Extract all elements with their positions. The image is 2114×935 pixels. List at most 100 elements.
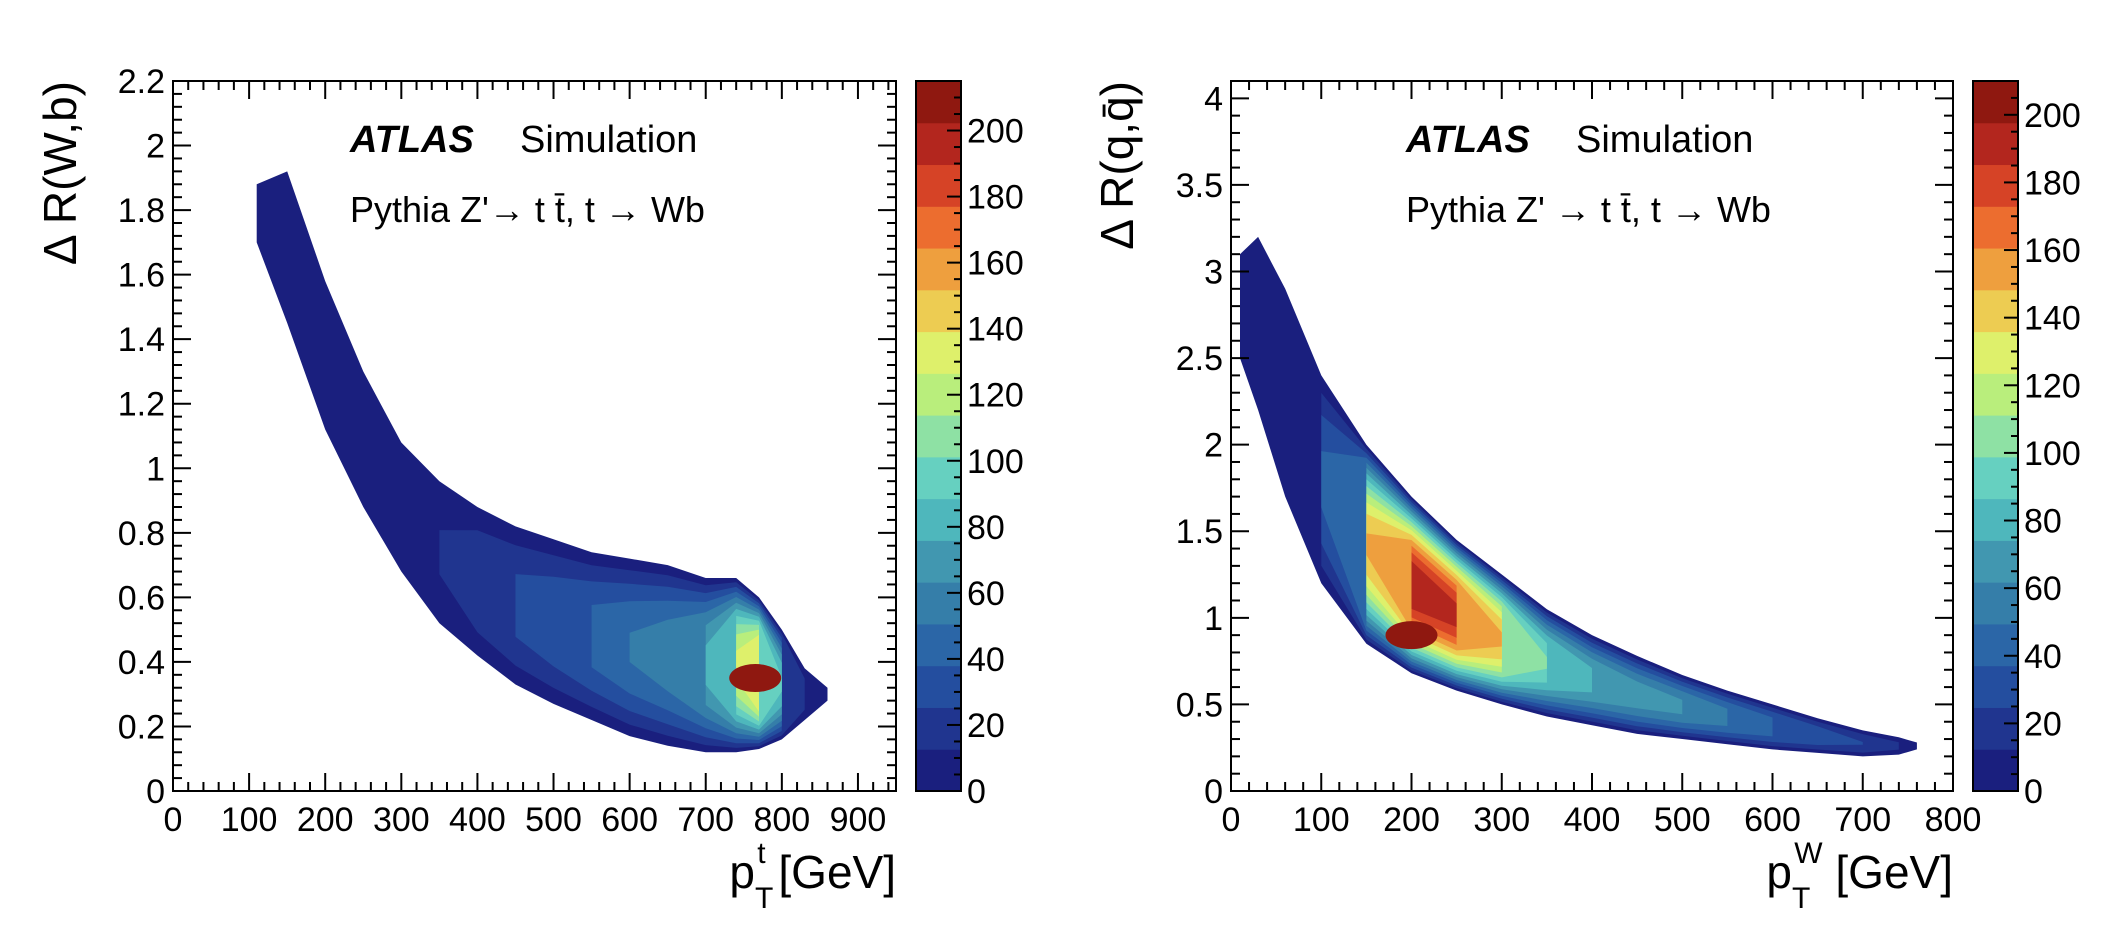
colorbar-swatch bbox=[916, 206, 961, 249]
colorbar-swatch bbox=[1973, 749, 2018, 792]
x-tick-label: 200 bbox=[297, 801, 354, 839]
colorbar-tick-label: 20 bbox=[2024, 705, 2062, 743]
y-tick-label: 2.5 bbox=[1176, 340, 1223, 378]
colorbar-tick-label: 120 bbox=[2024, 367, 2081, 405]
colorbar-swatch bbox=[1973, 707, 2018, 750]
colorbar-tick-label: 80 bbox=[2024, 503, 2062, 541]
colorbar-tick-label: 200 bbox=[967, 113, 1024, 151]
y-tick-label: 0 bbox=[1204, 773, 1223, 811]
process-label-left: Pythia Z'→ t t̄, t → Wb bbox=[350, 189, 705, 230]
y-tick-label: 1.6 bbox=[118, 257, 165, 295]
colorbar-swatch bbox=[1973, 415, 2018, 458]
x-tick-label: 200 bbox=[1383, 801, 1440, 839]
x-tick-label: 400 bbox=[1564, 801, 1621, 839]
colorbar-tick-label: 140 bbox=[967, 311, 1024, 349]
y-tick-label: 0.5 bbox=[1176, 686, 1223, 724]
colorbar-tick-label: 100 bbox=[967, 443, 1024, 481]
colorbar-swatch bbox=[916, 415, 961, 458]
colorbar-swatch bbox=[1973, 248, 2018, 291]
colorbar-tick-label: 160 bbox=[967, 245, 1024, 283]
x-axis-title-main-left: p bbox=[729, 846, 755, 898]
x-axis-title-sub-left: T bbox=[755, 882, 773, 915]
x-axis-title-main-right: p bbox=[1766, 846, 1792, 898]
colorbar-right: 0 20 40 60 80 100 120 140 160 180 200 bbox=[1972, 80, 2081, 811]
colorbar-tick-label: 200 bbox=[2024, 97, 2081, 135]
y-tick-label: 2 bbox=[1204, 427, 1223, 465]
colorbar-tick-label: 60 bbox=[967, 575, 1005, 613]
x-axis-ticks-right: 0 100 200 300 400 500 600 700 800 bbox=[1222, 81, 1982, 839]
colorbar-swatch bbox=[916, 81, 961, 124]
colorbar-swatch bbox=[1973, 122, 2018, 166]
y-tick-label: 0.4 bbox=[118, 644, 165, 682]
colorbar-swatch bbox=[916, 582, 961, 625]
contour-level-15 bbox=[1411, 561, 1457, 628]
colorbar-swatch bbox=[916, 122, 961, 166]
x-tick-label: 300 bbox=[1473, 801, 1530, 839]
x-tick-label: 700 bbox=[677, 801, 734, 839]
colorbar-swatch bbox=[1973, 540, 2018, 583]
x-tick-label: 800 bbox=[753, 801, 810, 839]
colorbar-tick-label: 180 bbox=[2024, 164, 2081, 202]
x-tick-label: 0 bbox=[164, 801, 183, 839]
colorbar-tick-label: 20 bbox=[967, 707, 1005, 745]
peak-marker bbox=[729, 664, 782, 693]
colorbar-tick-label: 100 bbox=[2024, 435, 2081, 473]
y-tick-label: 0 bbox=[146, 773, 165, 811]
x-axis-title-sub-right: T bbox=[1792, 882, 1810, 915]
colorbar-swatch bbox=[916, 749, 961, 792]
x-tick-label: 500 bbox=[1654, 801, 1711, 839]
x-axis-title-sup-left: t bbox=[757, 837, 766, 870]
heatmap-left bbox=[256, 171, 828, 753]
colorbar-swatch bbox=[1973, 206, 2018, 249]
colorbar-swatch bbox=[1973, 164, 2018, 207]
colorbar-tick-label: 180 bbox=[967, 179, 1024, 217]
y-tick-label: 1.8 bbox=[118, 192, 165, 230]
colorbar-swatch bbox=[916, 248, 961, 291]
x-axis-ticks-left: 0 100 200 300 400 500 600 700 800 900 bbox=[164, 81, 890, 839]
colorbar-swatch bbox=[1973, 81, 2018, 124]
colorbar-swatch bbox=[1973, 456, 2018, 500]
colorbar-tick-label: 140 bbox=[2024, 300, 2081, 338]
colorbar-left: 0 20 40 60 80 100 120 140 160 180 200 bbox=[915, 80, 1024, 811]
colorbar-swatch bbox=[916, 164, 961, 207]
y-tick-label: 1 bbox=[1204, 600, 1223, 638]
colorbar-swatch bbox=[1973, 373, 2018, 416]
x-axis-title-unit-right: [GeV] bbox=[1823, 846, 1953, 898]
plot-frame-left bbox=[172, 80, 897, 792]
y-tick-label: 1.2 bbox=[118, 386, 165, 424]
colorbar-swatch bbox=[916, 456, 961, 500]
colorbar-swatch bbox=[916, 665, 961, 708]
status-label-right: Simulation bbox=[1576, 119, 1753, 161]
x-tick-label: 800 bbox=[1925, 801, 1982, 839]
panel-left: 0 100 200 300 400 500 600 700 800 900 00.20.40.60… bbox=[34, 63, 1024, 915]
experiment-label-left: ATLAS bbox=[349, 119, 474, 161]
peak-marker bbox=[1385, 621, 1438, 650]
colorbar-swatch bbox=[1973, 582, 2018, 625]
colorbar-swatch bbox=[1973, 623, 2018, 667]
colorbar-tick-label: 0 bbox=[2024, 773, 2043, 811]
colorbar-swatch bbox=[1973, 665, 2018, 708]
colorbar-tick-label: 80 bbox=[967, 509, 1005, 547]
y-tick-label: 3.5 bbox=[1176, 167, 1223, 205]
y-tick-label: 1.5 bbox=[1176, 513, 1223, 551]
colorbar-swatch bbox=[916, 289, 961, 333]
x-tick-label: 300 bbox=[373, 801, 430, 839]
y-tick-label: 1.4 bbox=[118, 321, 165, 359]
x-tick-label: 500 bbox=[525, 801, 582, 839]
x-tick-label: 400 bbox=[449, 801, 506, 839]
x-tick-label: 900 bbox=[830, 801, 887, 839]
y-axis-title-right: Δ R(q,q̄) bbox=[1091, 81, 1143, 250]
y-axis-ticks-right: 0 0.5 1 1.5 2 2.5 3 3.5 4 bbox=[1176, 80, 1953, 811]
colorbar-swatch bbox=[1973, 289, 2018, 333]
colorbar-tick-label: 40 bbox=[967, 641, 1005, 679]
experiment-label-right: ATLAS bbox=[1405, 119, 1530, 161]
y-tick-label: 3 bbox=[1204, 253, 1223, 291]
colorbar-swatch bbox=[916, 707, 961, 750]
panel-right: 0 100 200 300 400 500 600 700 800 00.511.522.533… bbox=[1091, 80, 2081, 915]
status-label-left: Simulation bbox=[520, 119, 697, 161]
x-tick-label: 600 bbox=[1744, 801, 1801, 839]
x-axis-title-unit-left: [GeV] bbox=[766, 846, 896, 898]
colorbar-frame bbox=[915, 80, 962, 792]
colorbar-swatch bbox=[916, 331, 961, 374]
y-tick-label: 4 bbox=[1204, 80, 1223, 118]
